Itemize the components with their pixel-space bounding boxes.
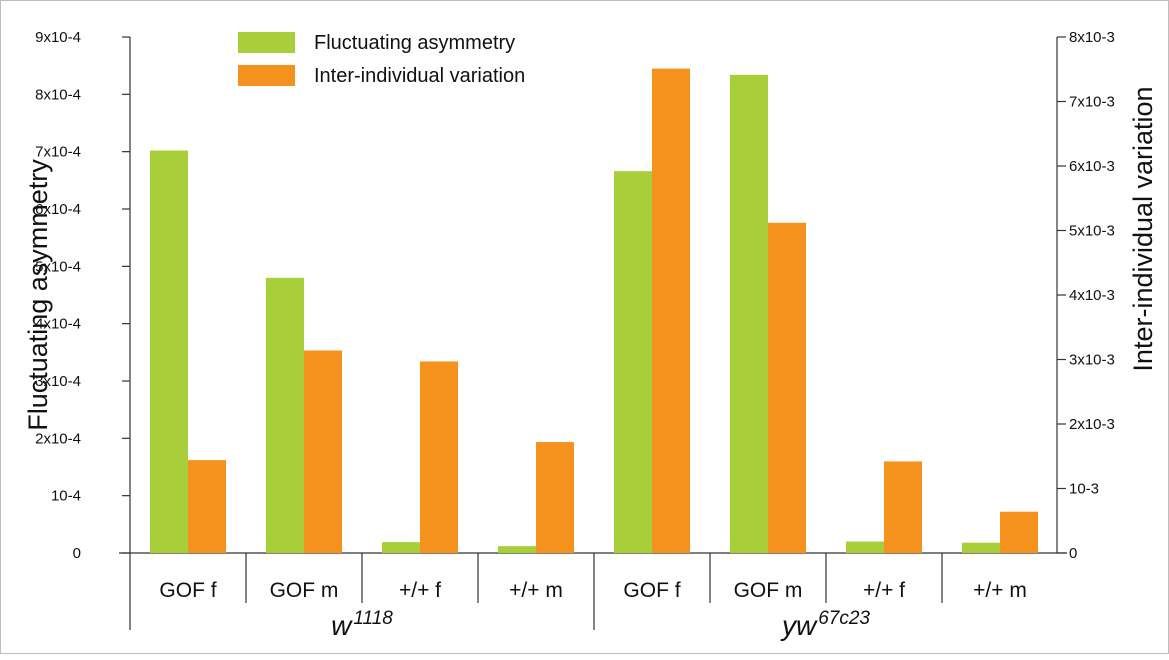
bar-inter-individual-variation xyxy=(188,460,226,553)
bars xyxy=(150,68,1038,553)
left-tick-label: 0 xyxy=(73,545,81,562)
right-tick-label: 7x10-3 xyxy=(1069,94,1115,111)
category-label: +/+ f xyxy=(399,579,441,602)
bar-fluctuating-asymmetry xyxy=(730,74,768,553)
legend-swatch-iiv xyxy=(238,65,295,86)
bar-fluctuating-asymmetry xyxy=(266,277,304,553)
bar-inter-individual-variation xyxy=(652,68,690,553)
category-labels: GOF f GOF m +/+ f +/+ m GOF f GOF m +/+ f +/+ m xyxy=(159,579,1026,602)
category-label: GOF f xyxy=(623,579,680,602)
left-tick-label: 6x10-4 xyxy=(35,201,81,218)
category-label: +/+ m xyxy=(509,579,563,602)
group-label-superscript: 1118 xyxy=(353,608,393,629)
group-label-base: yw xyxy=(780,610,818,641)
right-ticks: 0 10-3 2x10-3 3x10-3 4x10-3 5x10-3 6x10-3 7x10-… xyxy=(1057,29,1115,562)
category-label: +/+ m xyxy=(973,579,1027,602)
right-tick-label: 5x10-3 xyxy=(1069,223,1115,240)
bar-fluctuating-asymmetry xyxy=(962,542,1000,553)
left-tick-label: 3x10-4 xyxy=(35,373,81,390)
category-label: GOF m xyxy=(270,579,339,602)
right-tick-label: 6x10-3 xyxy=(1069,158,1115,175)
bar-inter-individual-variation xyxy=(304,350,342,553)
category-separators xyxy=(245,553,943,630)
bar-inter-individual-variation xyxy=(1000,511,1038,553)
left-ticks: 0 10-4 2x10-4 3x10-4 4x10-4 5x10-4 6x10-4 7x10-… xyxy=(35,29,130,562)
bar-fluctuating-asymmetry xyxy=(614,171,652,553)
bar-inter-individual-variation xyxy=(884,461,922,553)
group-label: w 1118 xyxy=(331,608,393,641)
right-axis-title: Inter-individual variation xyxy=(1128,86,1158,371)
bar-fluctuating-asymmetry xyxy=(846,541,884,553)
group-labels: w 1118 yw 67c23 xyxy=(331,608,870,641)
legend: Fluctuating asymmetry Inter-individual v… xyxy=(238,32,525,87)
right-tick-label: 8x10-3 xyxy=(1069,29,1115,46)
right-tick-label: 4x10-3 xyxy=(1069,287,1115,304)
right-tick-label: 2x10-3 xyxy=(1069,416,1115,433)
bar-inter-individual-variation xyxy=(768,222,806,553)
category-label: +/+ f xyxy=(863,579,905,602)
bar-fluctuating-asymmetry xyxy=(498,546,536,553)
left-tick-label: 9x10-4 xyxy=(35,29,81,46)
left-tick-label: 10-4 xyxy=(51,488,81,505)
left-axis-title: Fluctuating asymmetry xyxy=(23,159,53,431)
bar-inter-individual-variation xyxy=(536,442,574,553)
bar-fluctuating-asymmetry xyxy=(382,542,420,553)
category-label: GOF f xyxy=(159,579,216,602)
left-tick-label: 7x10-4 xyxy=(35,144,81,161)
legend-label-iiv: Inter-individual variation xyxy=(314,65,525,87)
right-tick-label: 3x10-3 xyxy=(1069,352,1115,369)
group-label: yw 67c23 xyxy=(780,608,870,641)
right-tick-label: 0 xyxy=(1069,545,1077,562)
left-tick-label: 8x10-4 xyxy=(35,86,81,103)
group-label-base: w xyxy=(331,610,353,641)
bar-inter-individual-variation xyxy=(420,361,458,553)
left-tick-label: 4x10-4 xyxy=(35,316,81,333)
group-label-superscript: 67c23 xyxy=(818,608,870,629)
axes xyxy=(119,37,1067,630)
right-tick-label: 10-3 xyxy=(1069,481,1099,498)
bar-fluctuating-asymmetry xyxy=(150,150,188,553)
category-label: GOF m xyxy=(734,579,803,602)
left-tick-label: 5x10-4 xyxy=(35,258,81,275)
left-tick-label: 2x10-4 xyxy=(35,430,81,447)
legend-label-fa: Fluctuating asymmetry xyxy=(314,32,515,54)
legend-swatch-fa xyxy=(238,32,295,53)
